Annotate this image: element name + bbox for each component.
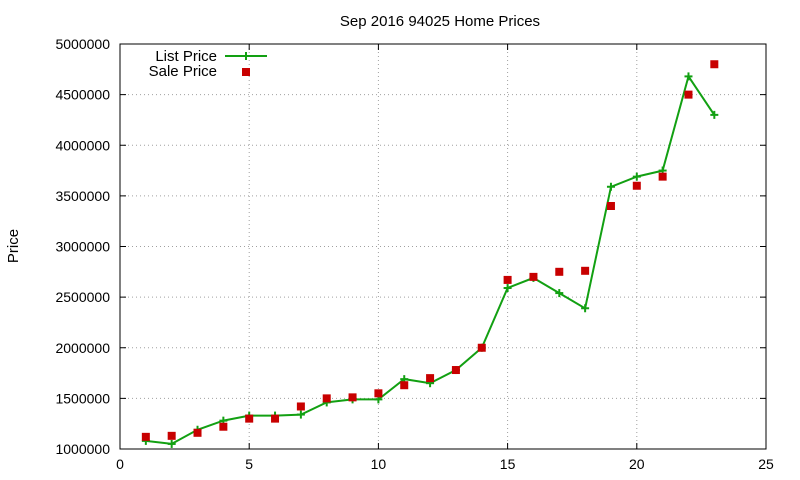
y-tick-label: 2500000 [55,289,110,305]
x-tick-label: 20 [629,456,645,472]
y-tick-label: 4500000 [55,87,110,103]
list-price-line [145,74,716,445]
x-tick-label: 15 [500,456,516,472]
y-tick-label: 4000000 [55,137,110,153]
legend-label-sale-price: Sale Price [149,63,217,80]
list-price-point [167,439,176,448]
sale-price-point [503,275,512,284]
sale-price-point [606,202,615,210]
list-price-point [555,289,564,298]
x-tick-label: 10 [371,456,387,472]
x-tick-label: 0 [116,456,124,472]
sale-price-point [322,394,331,403]
legend-marker-list-price [242,52,250,60]
list-price-point [632,172,641,181]
sale-price-point [529,272,538,281]
sale-price-point [167,431,176,440]
sale-price-point [477,343,486,352]
sale-price-point [245,414,254,423]
sale-price-point [193,428,202,437]
sale-price-point [348,393,357,402]
list-price-point [296,410,305,419]
y-tick-label: 2000000 [55,340,110,356]
sale-price-point [400,381,409,390]
list-price-point [606,182,615,191]
grid [120,44,766,449]
sale-price-point [658,172,667,181]
sale-price-point [141,432,150,441]
sale-price-point [555,267,564,276]
x-tick-label: 5 [245,456,253,472]
sale-price-point [632,181,641,190]
sale-price-point [426,374,435,383]
chart-title: Sep 2016 94025 Home Prices [340,13,540,30]
sale-price-point [710,60,719,69]
y-tick-label: 5000000 [55,36,110,52]
list-price-point [581,304,590,313]
sale-price-point [374,389,383,398]
y-tick-label: 3500000 [55,188,110,204]
y-tick-label: 1500000 [55,390,110,406]
sale-price-point [684,90,693,99]
list-price-point [710,110,719,119]
list-price-point [684,72,693,81]
ticks: 0 5 10 15 20 25 1000000 1500000 2000000 2500000 30… [55,36,774,472]
legend: List Price Sale Price [149,48,267,80]
y-tick-label: 1000000 [55,441,110,457]
sale-price-point [296,402,305,411]
sale-price-point [219,422,228,431]
legend-marker-sale-price [242,68,250,76]
y-tick-label: 3000000 [55,239,110,255]
y-axis-label: Price [5,229,22,263]
sale-price-point [271,414,280,423]
series-layer [141,60,719,448]
x-tick-label: 25 [758,456,774,472]
sale-price-point [581,266,590,275]
legend-label-list-price: List Price [155,48,217,65]
list-price-point [503,284,512,293]
sale-price-point [451,366,460,375]
